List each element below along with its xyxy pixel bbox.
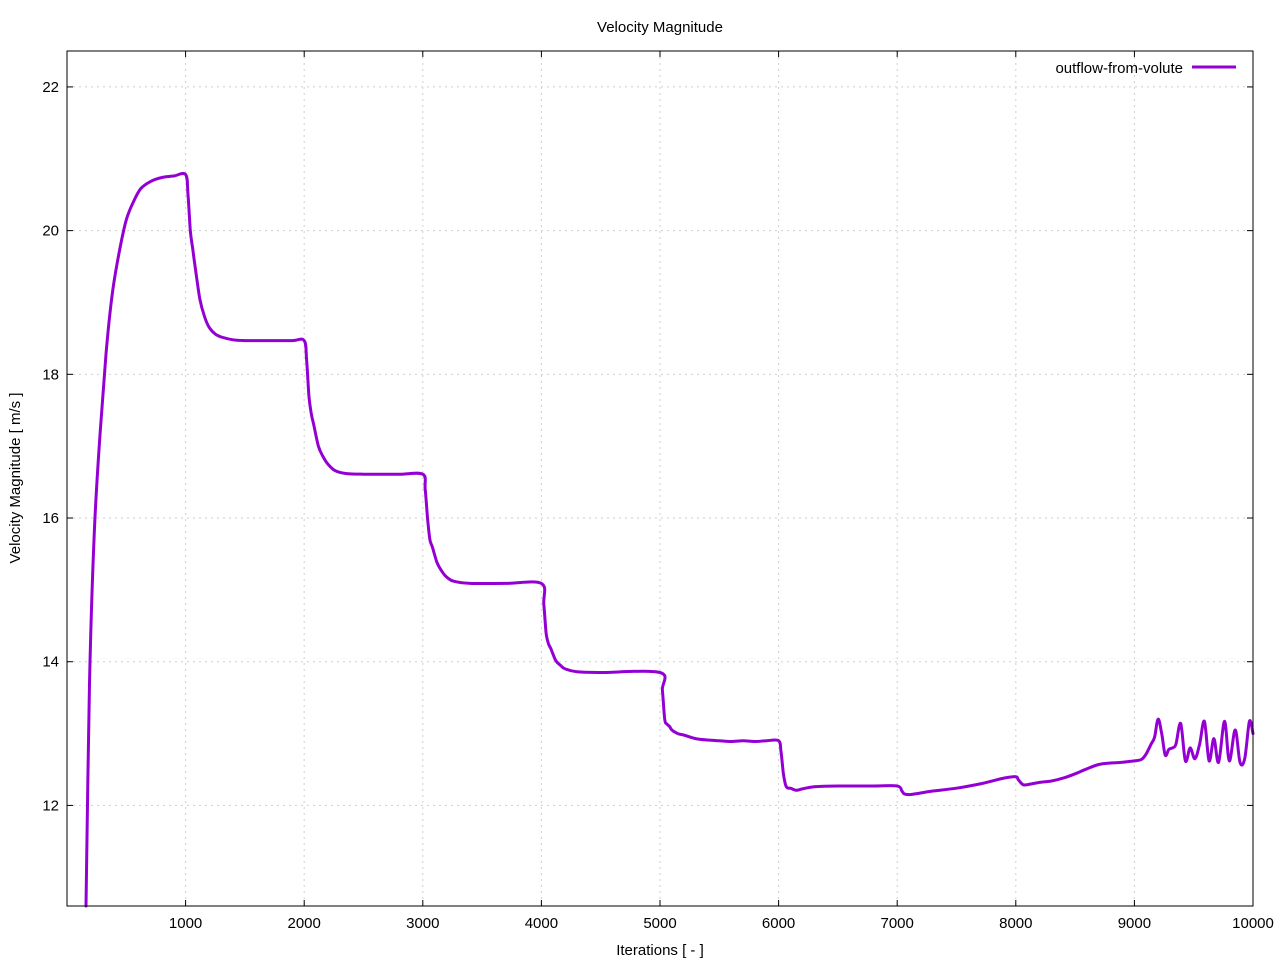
x-tick-label: 3000 — [406, 915, 439, 932]
x-tick-label: 8000 — [999, 915, 1032, 932]
x-tick-label: 5000 — [643, 915, 676, 932]
plot-frame — [66, 50, 1254, 907]
series-line-outflow-from-volute — [84, 171, 1255, 908]
y-tick-label: 14 — [42, 654, 59, 671]
x-tick-label: 6000 — [762, 915, 795, 932]
series-lines — [84, 171, 1255, 908]
y-tick-label: 18 — [42, 366, 59, 383]
legend: outflow-from-volute — [1055, 60, 1236, 77]
y-tick-label: 16 — [42, 510, 59, 527]
y-tick-label: 22 — [42, 79, 59, 96]
x-tick-label: 9000 — [1118, 915, 1151, 932]
x-axis-title: Iterations [ - ] — [616, 942, 704, 959]
x-tick-label: 2000 — [288, 915, 321, 932]
y-tick-label: 20 — [42, 223, 59, 240]
x-tick-label: 1000 — [169, 915, 202, 932]
x-tick-label: 4000 — [525, 915, 558, 932]
tick-labels: 1000 2000 3000 4000 5000 6000 7000 8000 9000 1000… — [42, 79, 1274, 932]
chart-title: Velocity Magnitude — [597, 19, 723, 36]
y-tick-label: 12 — [42, 797, 59, 814]
x-tick-label: 7000 — [881, 915, 914, 932]
y-axis-title: Velocity Magnitude [ m/s ] — [7, 393, 24, 564]
x-tick-label: 10000 — [1232, 915, 1274, 932]
legend-label: outflow-from-volute — [1055, 60, 1183, 77]
